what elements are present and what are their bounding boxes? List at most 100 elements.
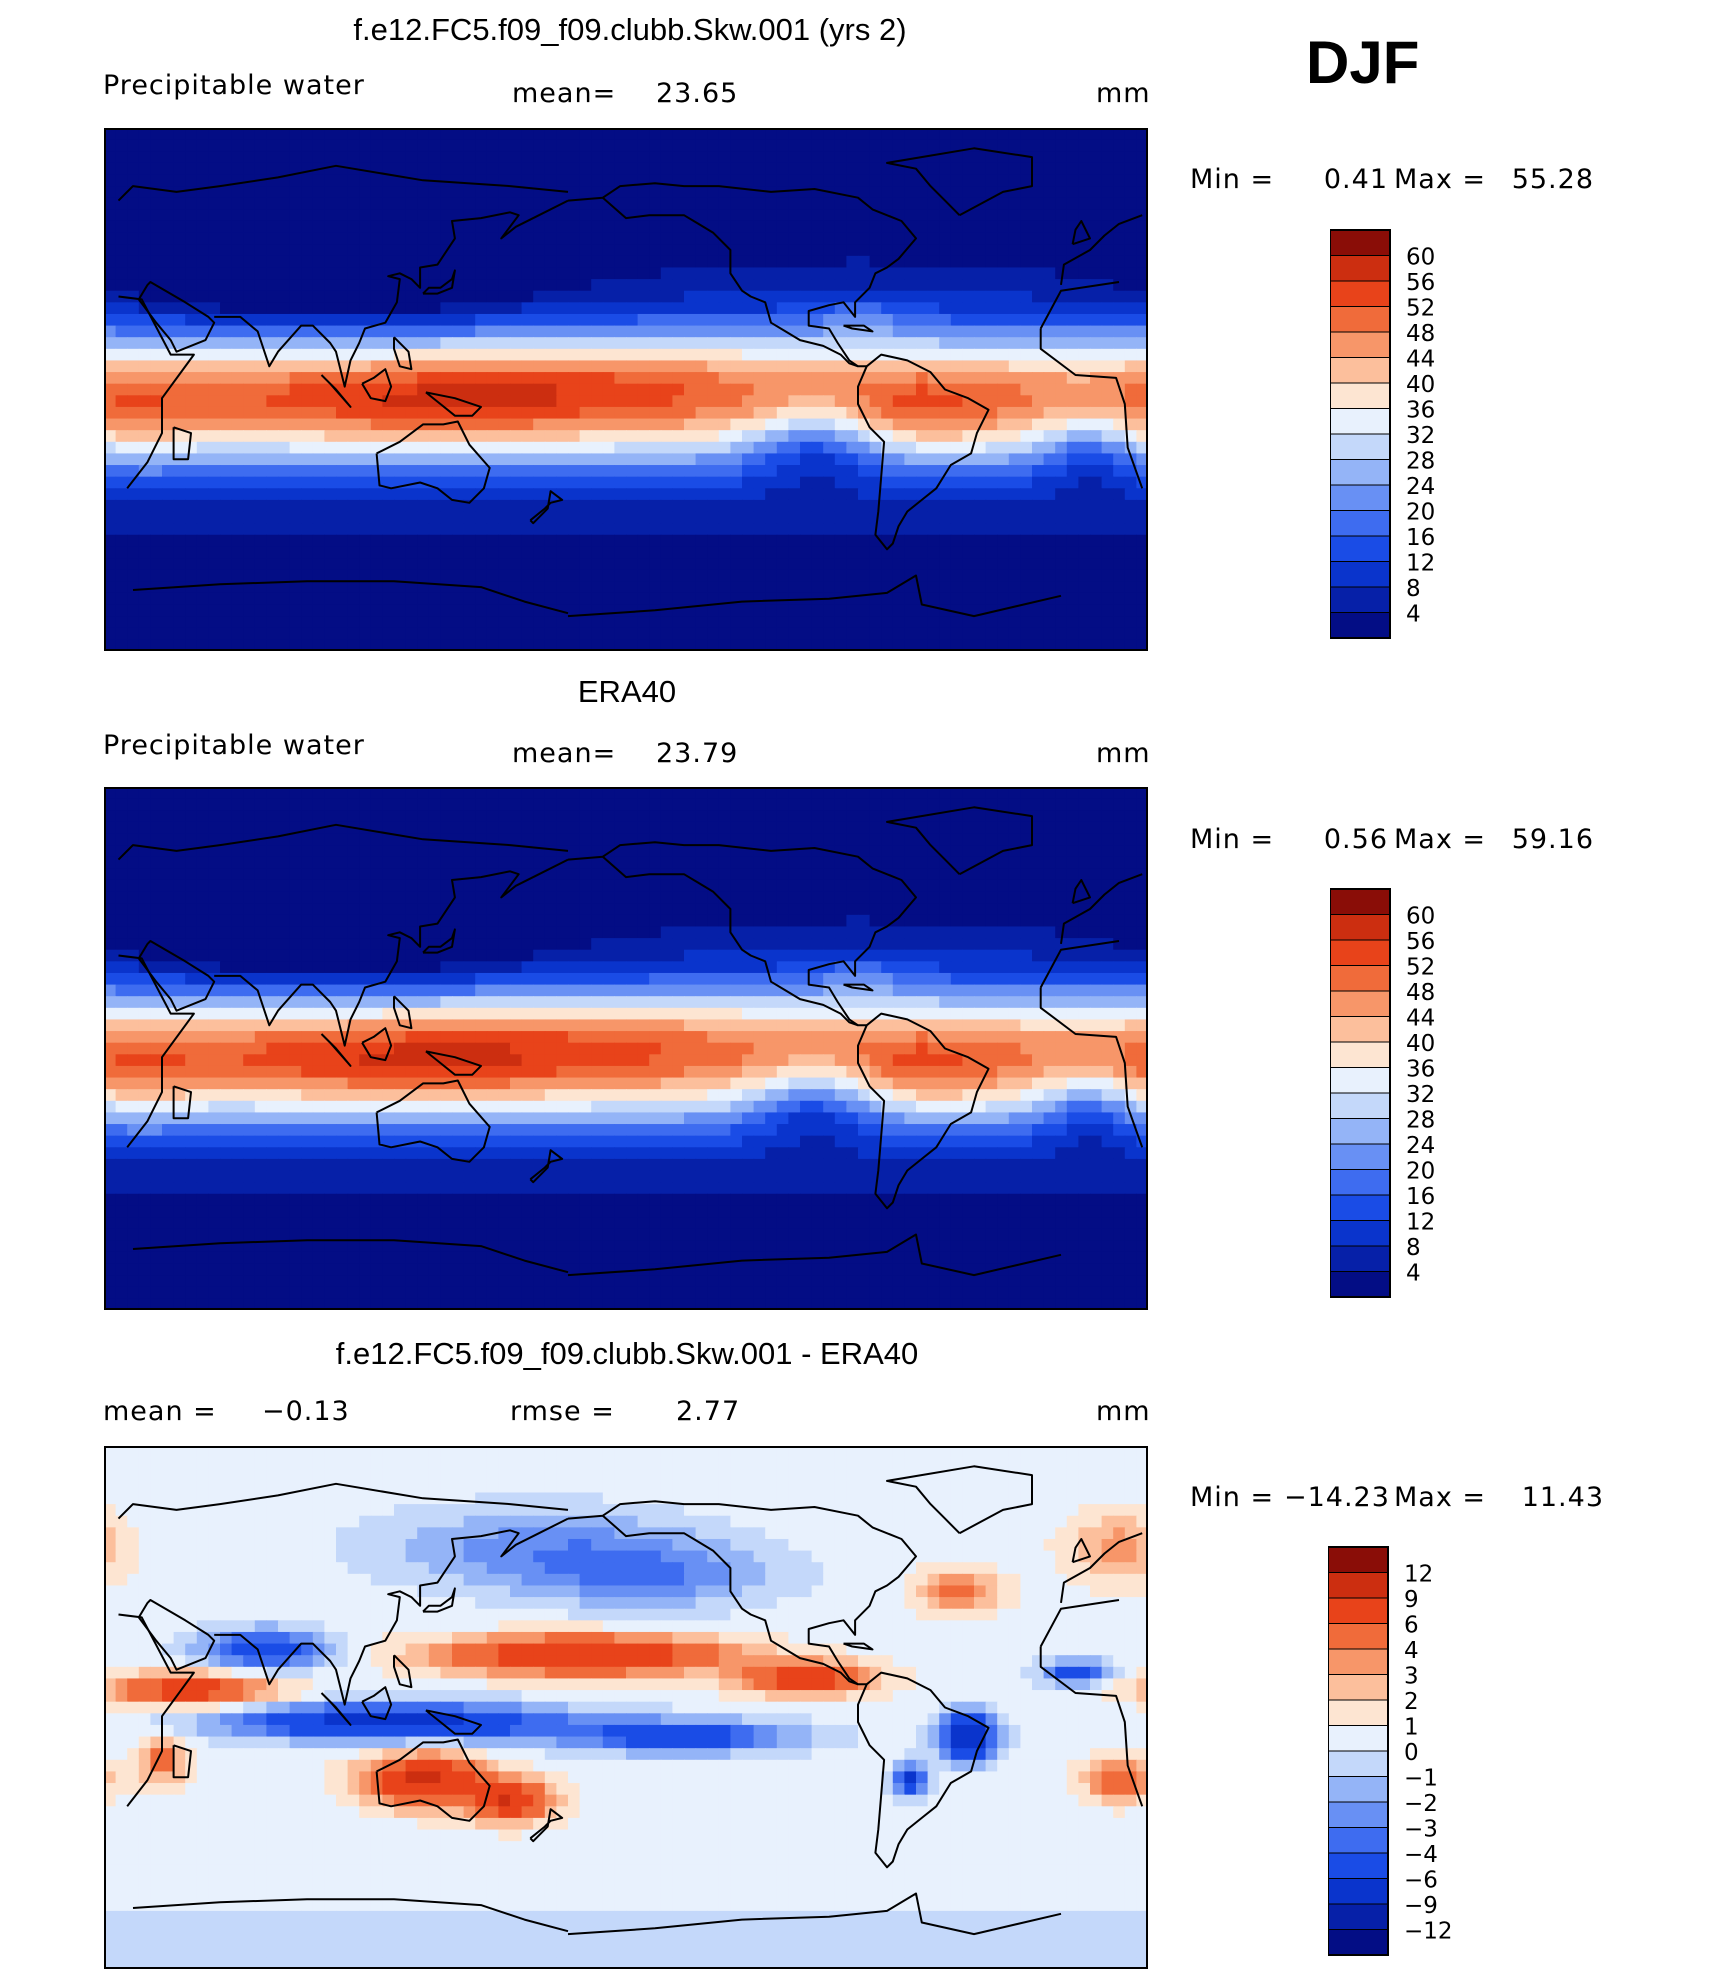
colorbar-1-tick-label: 16 [1406,1184,1435,1210]
colorbar-1-swatch [1330,965,1391,992]
colorbar-1-swatch [1330,1220,1391,1247]
colorbar-1-swatch [1330,1194,1391,1222]
panel-1-min-label: Min = [1190,164,1275,195]
panel-1-max-value: 55.28 [1511,164,1594,195]
panel-2-min-label: Min = [1190,824,1275,855]
panel-1-max-label: Max = [1394,164,1487,195]
colorbar-0-tick-label: 60 [1406,245,1435,271]
colorbar-2-tick-label: −12 [1404,1919,1453,1945]
colorbar-2-tick-label: 12 [1404,1562,1433,1588]
colorbar-2-tick-label: −1 [1404,1766,1438,1792]
colorbar-2-swatch [1328,1725,1389,1752]
colorbar-0-tick-label: 48 [1406,321,1435,347]
colorbar-1-swatch [1330,888,1391,916]
colorbar-0-tick-label: 28 [1406,449,1435,475]
colorbar-1-swatch [1330,1041,1391,1069]
panel-2-mean-label: mean= [512,738,617,769]
colorbar-2-swatch [1328,1878,1389,1905]
colorbar-0-tick-label: 20 [1406,500,1435,526]
colorbar-1-swatch [1330,1169,1391,1196]
panel-3-units: mm [1096,1396,1151,1427]
colorbar-2-tick-label: 3 [1404,1664,1419,1690]
colorbar-1-swatch [1330,1118,1391,1145]
colorbar-2-swatch [1328,1648,1389,1676]
panel-1-title: f.e12.FC5.f09_f09.clubb.Skw.001 (yrs 2) [353,12,907,47]
colorbar-2-swatch [1328,1597,1389,1625]
colorbar-0-swatch [1330,433,1391,461]
colorbar-0-swatch [1330,459,1391,486]
colorbar-2-swatch [1328,1776,1389,1803]
colorbar-1-tick-label: 8 [1406,1235,1421,1261]
panel-2-min-value: 0.56 [1323,824,1388,855]
panel-1-mean-value: 23.65 [656,78,739,109]
colorbar-0-swatch [1330,280,1391,308]
colorbar-1-swatch [1330,1016,1391,1043]
colorbar-1-tick-label: 60 [1406,904,1435,930]
colorbar-1-swatch [1330,1092,1391,1120]
panel-3-title: f.e12.FC5.f09_f09.clubb.Skw.001 - ERA40 [335,1336,919,1371]
colorbar-2-swatch [1328,1801,1389,1829]
colorbar-0-swatch [1330,331,1391,359]
panel-2-map [104,787,1148,1310]
colorbar-1-swatch [1330,1271,1391,1298]
colorbar-0-tick-label: 24 [1406,474,1435,500]
colorbar-2-tick-label: 2 [1404,1689,1419,1715]
colorbar-2-swatch [1328,1546,1389,1574]
panel-3-min-value: −14.23 [1284,1482,1390,1513]
panel-3-mean-label: mean = [103,1396,217,1427]
colorbar-1-tick-label: 36 [1406,1057,1435,1083]
colorbar-1-swatch [1330,1143,1391,1171]
panel-1-min-value: 0.41 [1323,164,1388,195]
colorbar-0-swatch [1330,612,1391,639]
colorbar-1-swatch [1330,1245,1391,1273]
colorbar-1-tick-label: 32 [1406,1082,1435,1108]
colorbar-2-tick-label: −3 [1404,1817,1438,1843]
panel-3-max-label: Max = [1394,1482,1487,1513]
panel-2-title: ERA40 [577,674,677,709]
colorbar-0-swatch [1330,306,1391,333]
panel-2-max-label: Max = [1394,824,1487,855]
colorbar-1-swatch [1330,990,1391,1018]
colorbar-2-tick-label: −2 [1404,1791,1438,1817]
panel-1-variable-label: Precipitable water [103,70,365,101]
colorbar-2-tick-label: −9 [1404,1893,1438,1919]
colorbar-0-tick-label: 8 [1406,576,1421,602]
colorbar-2-swatch [1328,1572,1389,1599]
colorbar-2-tick-label: −6 [1404,1868,1438,1894]
colorbar-0-tick-label: 36 [1406,398,1435,424]
colorbar-2-tick-label: 1 [1404,1715,1419,1741]
colorbar-1-tick-label: 56 [1406,929,1435,955]
colorbar-0-tick-label: 56 [1406,270,1435,296]
panel-1-map [104,128,1148,651]
colorbar-0-swatch [1330,357,1391,384]
panel-3-map [104,1446,1148,1969]
colorbar-1-swatch [1330,914,1391,941]
colorbar-0-tick-label: 40 [1406,372,1435,398]
season-label: DJF [1306,29,1420,96]
colorbar-0-swatch [1330,408,1391,435]
panel-2-units: mm [1096,738,1151,769]
colorbar-2-swatch [1328,1827,1389,1854]
colorbar-0-swatch [1330,561,1391,588]
colorbar-0-tick-label: 32 [1406,423,1435,449]
panel-2-max-value: 59.16 [1511,824,1594,855]
colorbar-0-swatch [1330,484,1391,512]
colorbar-2-swatch [1328,1903,1389,1931]
colorbar-0-swatch [1330,255,1391,282]
colorbar-0-tick-label: 44 [1406,347,1435,373]
colorbar-2-swatch [1328,1699,1389,1727]
colorbar-2-swatch [1328,1929,1389,1956]
colorbar-1-swatch [1330,939,1391,967]
colorbar-1-tick-label: 44 [1406,1006,1435,1032]
colorbar-1-swatch [1330,1067,1391,1094]
colorbar-2-tick-label: 0 [1404,1740,1419,1766]
panel-2-variable-label: Precipitable water [103,730,365,761]
panel-3-min-label: Min = [1190,1482,1275,1513]
colorbar-0-tick-label: 52 [1406,296,1435,322]
panel-2-mean-value: 23.79 [656,738,739,769]
colorbar-2-tick-label: 4 [1404,1638,1419,1664]
